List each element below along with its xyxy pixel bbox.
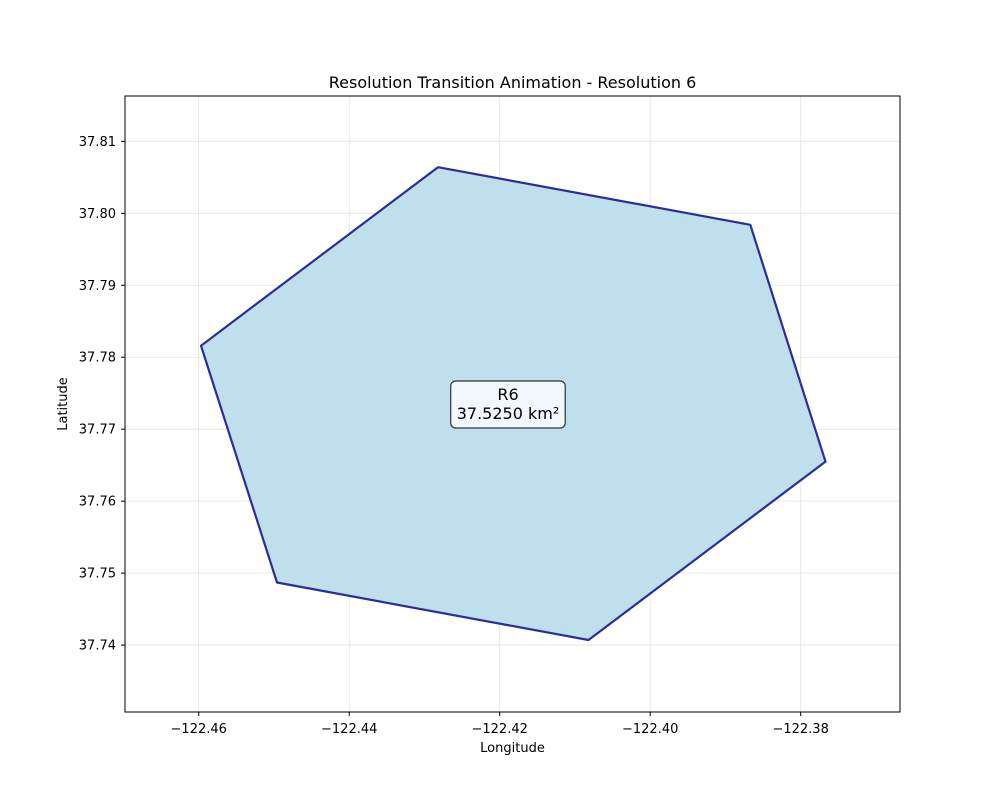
plot-area-frame: [124, 95, 901, 713]
y-axis-ticks: 37.74 37.75 37.76 37.77 37.78 37.79 37.80 37.81: [79, 135, 125, 654]
x-tick-label: −122.44: [321, 722, 377, 737]
y-tick-label: 37.75: [79, 567, 116, 582]
x-tick-label: −122.38: [772, 722, 828, 737]
y-tick-label: 37.81: [79, 135, 116, 150]
y-tick-label: 37.80: [79, 207, 116, 222]
chart-title: Resolution Transition Animation - Resolu…: [329, 73, 697, 92]
y-tick-label: 37.77: [79, 423, 116, 438]
annotation-box-background: [450, 380, 566, 429]
y-tick-label: 37.79: [79, 279, 116, 294]
annotation-resolution-label: R6: [497, 385, 518, 404]
y-axis-label: Latitude: [56, 377, 71, 431]
y-tick-label: 37.78: [79, 351, 116, 366]
x-axis-ticks: −122.46 −122.44 −122.42 −122.40 −122.38: [171, 712, 829, 737]
annotation-box: R6 37.5250 km²: [450, 380, 566, 429]
x-axis-label: Longitude: [480, 741, 545, 756]
annotation-area-label: 37.5250 km²: [457, 404, 560, 423]
x-tick-label: −122.40: [622, 722, 678, 737]
y-tick-label: 37.74: [79, 639, 116, 654]
x-tick-label: −122.42: [472, 722, 528, 737]
x-tick-label: −122.46: [171, 722, 227, 737]
y-tick-label: 37.76: [79, 495, 116, 510]
